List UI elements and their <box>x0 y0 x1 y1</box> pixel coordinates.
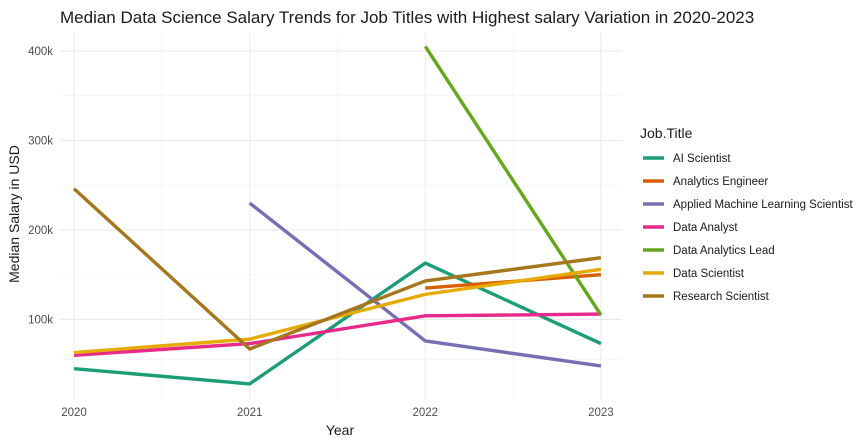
legend: Job.Title AI Scientist Analytics Engineer… <box>640 125 853 303</box>
y-tick-label: 300k <box>28 135 53 147</box>
legend-label: Data Analytics Lead <box>673 245 775 257</box>
chart-title: Median Data Science Salary Trends for Jo… <box>60 8 754 27</box>
y-tick-label: 200k <box>28 225 53 237</box>
x-tick-label: 2021 <box>237 407 263 419</box>
series-line <box>72 187 602 351</box>
y-axis-title: Median Salary in USD <box>6 145 22 283</box>
legend-label: Applied Machine Learning Scientist <box>673 199 853 211</box>
legend-label: AI Scientist <box>673 153 731 165</box>
series-line <box>73 312 601 357</box>
y-tick-label: 400k <box>28 46 53 58</box>
legend-label: Data Scientist <box>673 268 745 280</box>
legend-label: Analytics Engineer <box>673 176 768 188</box>
legend-label: Research Scientist <box>673 291 770 303</box>
x-axis-title: Year <box>326 422 355 438</box>
series-line <box>423 45 603 316</box>
series-lines <box>72 45 603 386</box>
legend-label: Data Analyst <box>673 222 738 234</box>
y-tick-label: 100k <box>28 314 53 326</box>
series-line <box>73 261 602 386</box>
x-tick-label: 2022 <box>413 407 439 419</box>
x-axis-ticks: 2020 2021 2022 2023 <box>61 407 613 419</box>
x-tick-label: 2020 <box>61 407 87 419</box>
series-line <box>248 201 602 368</box>
legend-title: Job.Title <box>640 125 693 141</box>
x-tick-label: 2023 <box>588 407 614 419</box>
y-axis-ticks: 100k 200k 300k 400k <box>28 46 53 327</box>
